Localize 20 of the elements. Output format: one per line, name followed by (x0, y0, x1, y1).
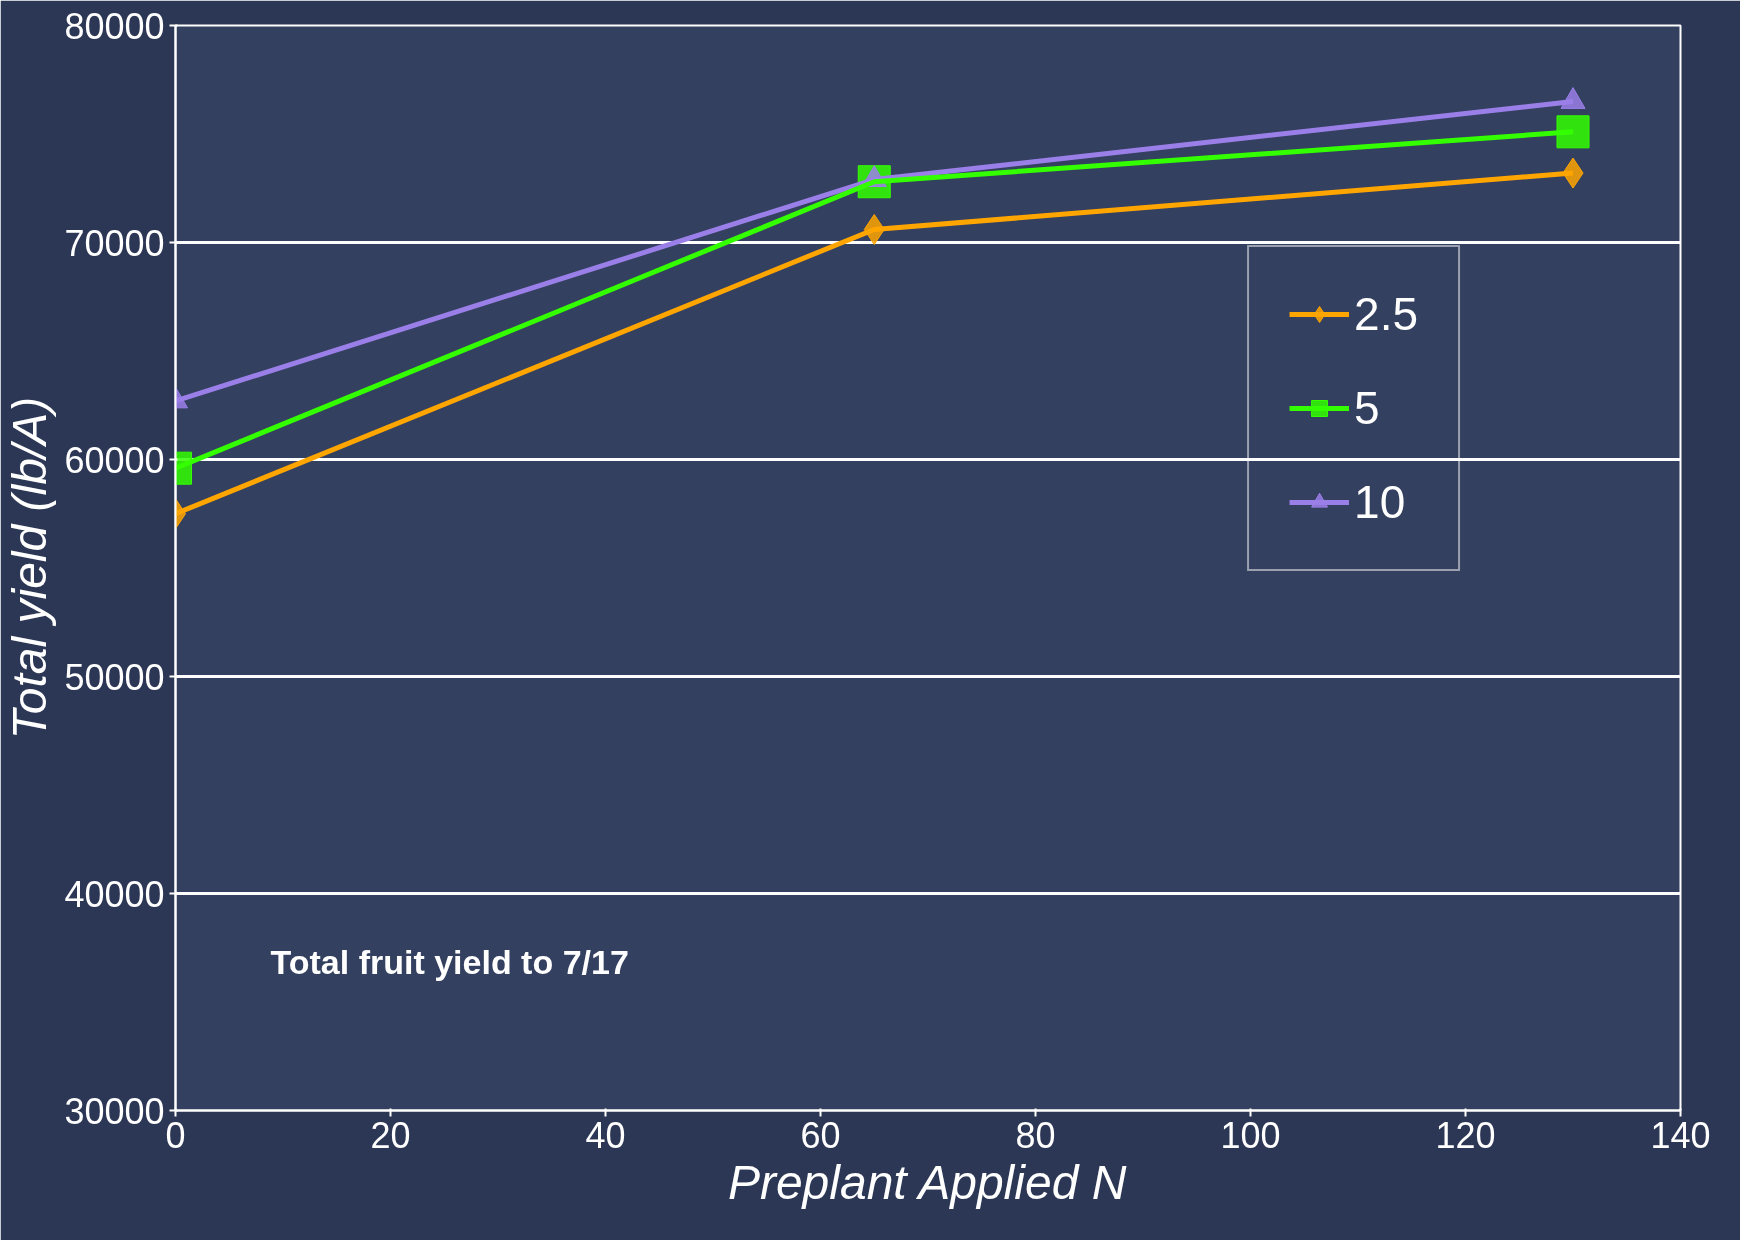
x-tick-label: 140 (1650, 1114, 1711, 1156)
y-tick-label: 30000 (64, 1090, 165, 1132)
y-tick-label: 50000 (64, 656, 165, 698)
x-tick-label: 100 (1220, 1114, 1281, 1156)
x-axis-title: Preplant Applied N (727, 1155, 1127, 1209)
annotation: Total fruit yield to 7/17 (270, 942, 629, 981)
y-tick-label: 60000 (64, 439, 165, 481)
x-tick-label: 60 (800, 1114, 841, 1156)
x-tick-label: 80 (1015, 1114, 1056, 1156)
legend-label: 5 (1354, 381, 1380, 435)
legend-label: 10 (1354, 475, 1406, 529)
y-tick-label: 40000 (64, 873, 165, 915)
y-tick-label: 80000 (64, 5, 165, 47)
legend-label: 2.5 (1354, 287, 1418, 341)
y-axis-title: Total yield (lb/A) (3, 396, 57, 740)
x-tick-label: 20 (370, 1114, 411, 1156)
x-tick-label: 120 (1435, 1114, 1496, 1156)
x-tick-label: 0 (165, 1114, 186, 1156)
x-tick-label: 40 (585, 1114, 626, 1156)
y-tick-label: 70000 (64, 222, 165, 264)
